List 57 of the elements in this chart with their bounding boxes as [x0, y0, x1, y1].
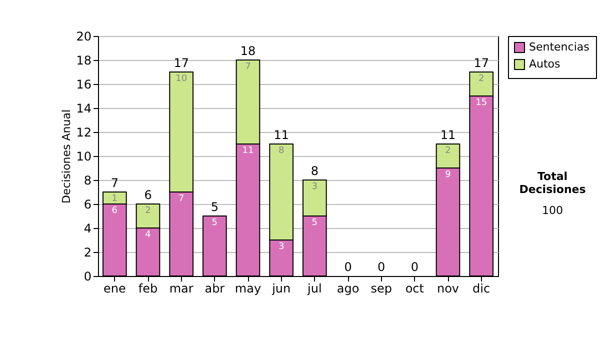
data-label: 5	[312, 218, 318, 228]
total-label: 0	[378, 260, 386, 274]
total-label: 5	[210, 200, 218, 214]
data-label: 6	[112, 206, 118, 216]
y-axis-title: Decisiones Anual	[60, 109, 74, 204]
total-label: 7	[110, 176, 118, 190]
data-label: 5	[212, 218, 218, 228]
total-label: 0	[344, 260, 352, 274]
data-label: 11	[242, 146, 254, 156]
x-tick-label: ene	[103, 282, 126, 296]
y-tick-label: 0	[84, 270, 92, 284]
x-tick-label: oct	[405, 282, 424, 296]
total-label: 0	[410, 260, 418, 274]
x-tick-label: may	[234, 282, 262, 296]
data-label: 7	[245, 62, 251, 72]
x-tick-label: dic	[472, 282, 490, 296]
data-label: 9	[445, 170, 452, 180]
x-tick-label: jul	[306, 282, 322, 296]
x-tick-label: feb	[138, 282, 158, 296]
y-tick-label: 12	[76, 126, 92, 140]
data-label: 1	[112, 194, 118, 204]
legend-label: Autos	[529, 58, 561, 70]
data-label: 2	[478, 74, 484, 84]
y-tick-label: 6	[84, 198, 92, 212]
y-tick-label: 18	[76, 54, 92, 68]
data-label: 8	[278, 146, 284, 156]
x-tick-label: nov	[436, 282, 460, 296]
total-label: 8	[310, 164, 318, 178]
y-tick-label: 20	[76, 30, 92, 44]
x-tick-label: ago	[336, 282, 360, 296]
y-tick-label: 16	[76, 78, 92, 92]
data-label: 7	[178, 194, 184, 204]
total-label: 6	[144, 188, 152, 202]
total-label: 17	[474, 56, 489, 70]
text: Total Decisiones	[518, 170, 587, 196]
y-tick-label: 8	[84, 174, 92, 188]
data-label: 3	[312, 182, 318, 192]
x-tick-label: mar	[169, 282, 194, 296]
total-label: 11	[274, 128, 289, 142]
x-tick-label: abr	[204, 282, 225, 296]
data-label: 2	[145, 206, 151, 216]
data-label: 10	[176, 74, 188, 84]
y-tick-label: 14	[76, 102, 92, 116]
x-tick-label: jun	[271, 282, 291, 296]
data-label: 2	[445, 146, 451, 156]
legend-label: Sentencias	[529, 40, 590, 54]
data-label: 3	[278, 242, 284, 252]
total-label: 17	[174, 56, 189, 70]
y-tick-label: 2	[84, 246, 92, 260]
data-label: 15	[476, 98, 488, 108]
x-tick-label: sep	[370, 282, 392, 296]
text: 100	[541, 204, 564, 217]
total-label: 18	[240, 44, 256, 58]
total-label: 11	[440, 128, 456, 142]
data-label: 4	[145, 230, 152, 240]
y-tick-label: 10	[76, 150, 92, 164]
y-tick-label: 4	[84, 222, 92, 236]
